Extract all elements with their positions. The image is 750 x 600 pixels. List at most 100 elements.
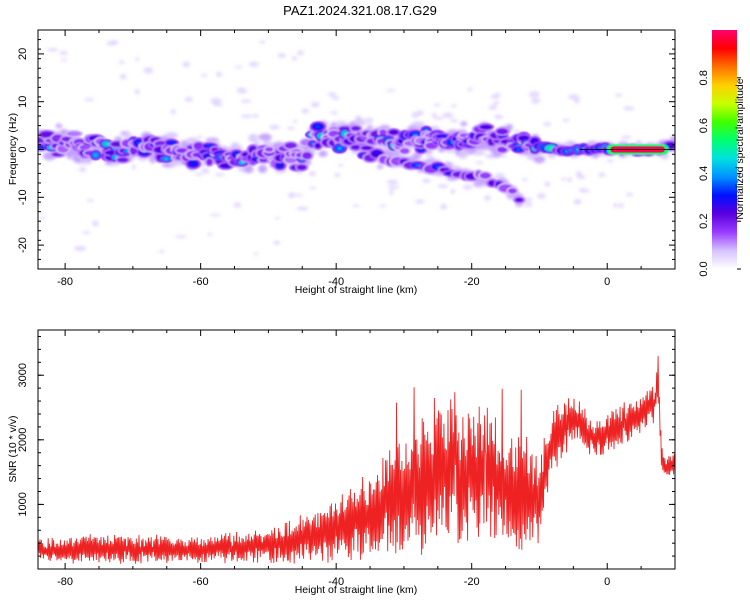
spectrogram-halo-blob: [533, 155, 546, 164]
spectrogram-blob: [379, 129, 387, 136]
spectrogram-noise-blob: [488, 104, 498, 111]
spectrogram-noise-blob: [440, 203, 447, 210]
spectrogram-noise-blob: [574, 97, 580, 104]
spectrogram-halo-blob: [411, 121, 425, 128]
spectrogram-blob-core: [315, 124, 321, 129]
spectrogram-noise-blob: [560, 177, 568, 181]
spectrogram-noise-blob: [40, 216, 45, 220]
spectrogram-noise-blob: [292, 119, 298, 123]
spectrogram-halo-blob: [472, 151, 486, 156]
spectrogram-noise-blob: [531, 97, 541, 104]
spectrogram-noise-blob: [334, 172, 341, 178]
spectrogram-noise-blob: [119, 73, 127, 80]
colorbar-label: Normalized spectral amplitude: [734, 78, 746, 219]
spectrogram-noise-blob: [626, 192, 633, 197]
spectrogram-noise-blob: [521, 178, 528, 181]
spectrogram-noise-blob: [378, 204, 387, 208]
spectrogram-noise-blob: [573, 198, 582, 205]
spectrogram-noise-blob: [544, 181, 551, 187]
spectrogram-noise-blob: [575, 170, 582, 178]
spectrogram-noise-blob: [240, 114, 253, 119]
spectrogram-halo-blob: [244, 165, 254, 174]
spectrogram-noise-blob: [433, 103, 441, 107]
spectrogram-blob: [117, 157, 129, 163]
snr-line: [38, 356, 675, 564]
spectrogram-noise-blob: [158, 250, 166, 253]
colorbar-tick-label: 0.8: [698, 70, 710, 85]
spectrogram-blob: [39, 131, 54, 138]
spectrogram-noise-blob: [431, 112, 437, 118]
spectrogram-noise-blob: [252, 113, 259, 118]
spectrogram-noise-blob: [74, 245, 86, 252]
spectrogram-branch-halo: [413, 154, 422, 160]
spectrogram-noise-blob: [387, 185, 400, 189]
snr-panel: -80 -60 -40 -20 0 1000 2000 3000 Height of stra…: [7, 329, 676, 596]
spectrogram-blob: [479, 172, 491, 179]
snr-plot-area: [38, 356, 675, 564]
spectrogram-blob-core: [516, 148, 521, 151]
snr-y-tick-label: 2000: [17, 428, 29, 452]
spectrogram-blob: [388, 129, 399, 135]
spectrogram-blob: [514, 197, 524, 203]
spectrogram-noise-blob: [294, 193, 304, 197]
spectrogram-halo-blob: [78, 160, 93, 165]
spectrogram-noise-blob: [240, 99, 252, 103]
spectrogram-noise-blob: [414, 199, 425, 204]
spectrogram-noise-blob: [327, 92, 337, 97]
spectrogram-panel: -80 -60 -40 -20 0 -20 -10 0 10 20 Height of strai…: [7, 29, 676, 296]
spectrogram-blob-core: [240, 161, 244, 164]
spectrogram-blob: [314, 142, 321, 149]
spectrogram-noise-blob: [330, 111, 339, 115]
colorbar: 0.0 0.2 0.4 0.6 0.8 Normalized spectral ampl…: [698, 30, 746, 277]
spectrogram-noise-blob: [437, 184, 449, 189]
spectrogram-noise-blob: [389, 189, 394, 196]
spectrogram-y-tick-label: -20: [17, 237, 29, 253]
spectrogram-noise-blob: [513, 130, 521, 134]
spectrogram-noise-blob: [296, 50, 304, 56]
spectrogram-noise-blob: [248, 61, 260, 67]
spectrogram-noise-blob: [233, 202, 242, 208]
spectrogram-noise-blob: [236, 87, 247, 94]
spectrogram-blob-core: [414, 164, 421, 167]
spectrogram-noise-blob: [131, 164, 136, 170]
spectrogram-noise-blob: [536, 193, 546, 200]
spectrogram-noise-blob: [492, 100, 500, 105]
spectrogram-blob-core: [337, 146, 343, 151]
spectrogram-noise-blob: [494, 114, 503, 120]
spectrogram-noise-blob: [184, 96, 193, 102]
spectrogram-blob: [206, 158, 213, 166]
spectrogram-noise-blob: [287, 192, 296, 199]
spectrogram-blob: [302, 152, 312, 159]
snr-x-tick-label: -20: [464, 576, 480, 588]
spectrogram-noise-blob: [425, 153, 434, 158]
spectrogram-noise-blob: [422, 178, 431, 184]
spectrogram-noise-blob: [46, 48, 59, 52]
spectrogram-noise-blob: [450, 188, 455, 195]
spectrogram-noise-blob: [308, 186, 317, 190]
snr-x-tick-label: -40: [328, 576, 344, 588]
spectrogram-noise-blob: [494, 92, 501, 96]
spectrogram-blob: [361, 145, 373, 150]
spectrogram-blob: [508, 188, 517, 194]
spectrogram-blob-core: [190, 162, 196, 166]
spectrogram-noise-blob: [59, 50, 68, 56]
spectrogram-noise-blob: [277, 53, 287, 58]
snr-y-axis-label: SNR (10 * v/v): [7, 415, 19, 482]
spectrogram-blob-core: [206, 144, 213, 147]
spectrogram-x-axis-label: Height of straight line (km): [295, 284, 418, 296]
spectrogram-x-tick-label: -60: [193, 276, 209, 288]
spectrogram-x-tick-label: -80: [57, 276, 73, 288]
spectrogram-noise-blob: [86, 199, 95, 202]
spectrogram-heatmap: [38, 40, 675, 256]
spectrogram-noise-blob: [606, 159, 614, 163]
spectrogram-noise-blob: [500, 154, 507, 158]
spectrogram-noise-blob: [475, 161, 484, 165]
spectrogram-noise-blob: [170, 109, 176, 115]
spectrogram-blob: [400, 148, 410, 154]
spectrogram-noise-blob: [620, 135, 632, 140]
spectrogram-noise-blob: [259, 40, 266, 44]
spectrogram-blob: [265, 147, 274, 152]
spectrogram-noise-blob: [579, 189, 591, 193]
spectrogram-noise-blob: [201, 73, 208, 78]
